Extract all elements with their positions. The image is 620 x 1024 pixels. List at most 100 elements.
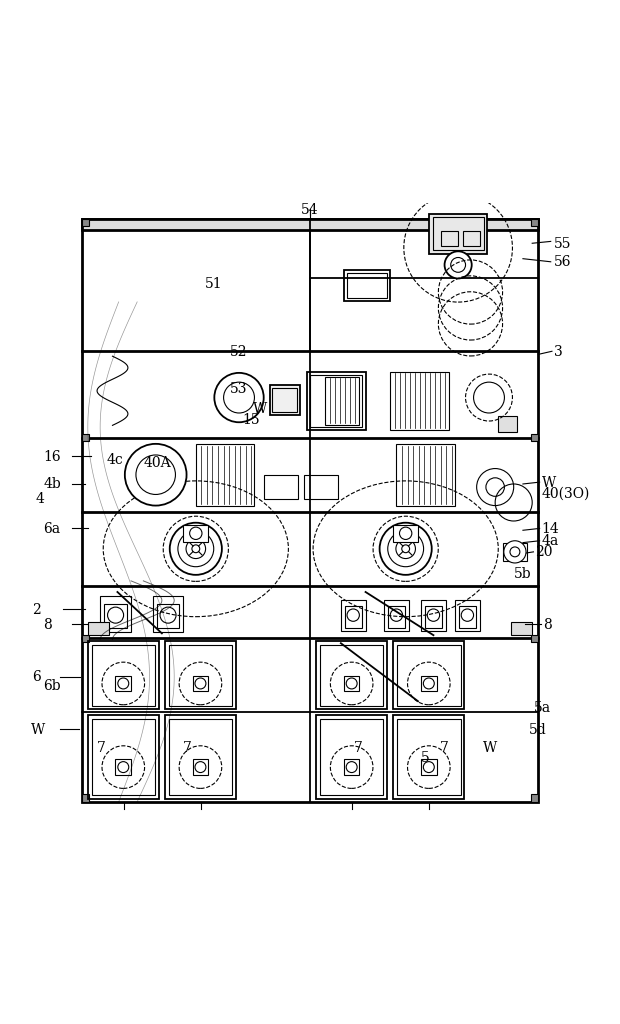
Bar bbox=[82, 795, 89, 802]
Circle shape bbox=[399, 527, 412, 540]
Circle shape bbox=[186, 540, 206, 559]
Bar bbox=[393, 716, 464, 799]
Bar bbox=[157, 604, 179, 629]
Bar bbox=[193, 676, 208, 691]
Bar bbox=[82, 219, 89, 226]
Bar bbox=[310, 375, 363, 427]
Bar bbox=[390, 372, 449, 430]
Bar bbox=[82, 635, 89, 642]
Bar bbox=[92, 645, 155, 706]
Bar bbox=[463, 231, 480, 247]
Bar bbox=[421, 676, 436, 691]
Bar bbox=[347, 273, 387, 298]
Text: 7: 7 bbox=[440, 740, 449, 755]
Bar bbox=[307, 372, 366, 430]
Bar bbox=[184, 525, 208, 542]
Text: 14: 14 bbox=[541, 521, 559, 536]
Text: 3: 3 bbox=[554, 345, 562, 358]
Bar bbox=[316, 716, 387, 799]
Circle shape bbox=[396, 540, 415, 559]
Bar bbox=[82, 219, 538, 802]
Circle shape bbox=[118, 762, 129, 773]
Bar bbox=[304, 475, 338, 500]
Bar bbox=[104, 604, 126, 629]
Bar bbox=[115, 760, 131, 775]
Text: 54: 54 bbox=[301, 203, 319, 217]
Text: 8: 8 bbox=[543, 617, 552, 631]
Text: 40(3O): 40(3O) bbox=[541, 486, 590, 501]
Circle shape bbox=[195, 762, 206, 773]
Text: W: W bbox=[541, 475, 556, 489]
Bar bbox=[193, 760, 208, 775]
Text: 6a: 6a bbox=[43, 521, 61, 536]
Text: 51: 51 bbox=[205, 276, 223, 291]
Bar bbox=[326, 377, 360, 426]
Bar bbox=[270, 385, 299, 415]
Bar bbox=[88, 622, 109, 635]
Text: 7: 7 bbox=[353, 740, 363, 755]
Text: W: W bbox=[253, 401, 267, 416]
Text: 53: 53 bbox=[230, 382, 247, 395]
Circle shape bbox=[170, 523, 222, 575]
Bar bbox=[344, 270, 390, 301]
Text: 55: 55 bbox=[554, 237, 571, 251]
Bar bbox=[100, 597, 131, 632]
Text: 2: 2 bbox=[32, 602, 41, 616]
Text: 40A: 40A bbox=[143, 456, 171, 470]
Bar bbox=[393, 642, 464, 710]
Circle shape bbox=[346, 762, 357, 773]
Bar bbox=[196, 444, 254, 506]
Bar bbox=[511, 622, 532, 635]
Text: 6: 6 bbox=[32, 670, 41, 684]
Bar bbox=[169, 719, 232, 796]
Bar bbox=[82, 219, 538, 230]
Circle shape bbox=[388, 531, 423, 567]
Circle shape bbox=[504, 541, 526, 563]
Bar bbox=[455, 600, 480, 631]
Bar bbox=[459, 606, 476, 628]
Text: 4c: 4c bbox=[106, 453, 123, 467]
Bar bbox=[396, 444, 455, 506]
Text: 4a: 4a bbox=[541, 534, 559, 548]
Circle shape bbox=[346, 678, 357, 689]
Bar bbox=[441, 231, 458, 247]
Circle shape bbox=[118, 678, 129, 689]
Bar bbox=[92, 719, 155, 796]
Bar bbox=[320, 645, 383, 706]
Bar bbox=[531, 434, 538, 441]
Bar bbox=[421, 760, 436, 775]
Text: 5d: 5d bbox=[529, 722, 547, 736]
Text: 16: 16 bbox=[43, 450, 61, 464]
Bar bbox=[88, 716, 159, 799]
Circle shape bbox=[445, 252, 472, 279]
Text: 7: 7 bbox=[97, 740, 106, 755]
Text: W: W bbox=[31, 722, 45, 736]
Text: 20: 20 bbox=[535, 545, 553, 559]
Text: 52: 52 bbox=[230, 345, 247, 358]
Bar bbox=[341, 600, 366, 631]
Bar bbox=[88, 642, 159, 710]
Text: 5: 5 bbox=[421, 751, 430, 765]
Circle shape bbox=[190, 527, 202, 540]
Bar bbox=[82, 434, 89, 441]
Bar bbox=[345, 606, 362, 628]
Bar bbox=[165, 716, 236, 799]
Text: 6b: 6b bbox=[43, 679, 61, 693]
Bar bbox=[344, 760, 360, 775]
Bar bbox=[429, 214, 487, 254]
Bar bbox=[421, 600, 446, 631]
Bar bbox=[344, 676, 360, 691]
Circle shape bbox=[125, 444, 187, 506]
Circle shape bbox=[192, 545, 200, 553]
Bar bbox=[153, 597, 184, 632]
Text: 5a: 5a bbox=[533, 700, 551, 715]
Bar bbox=[316, 642, 387, 710]
Circle shape bbox=[178, 531, 214, 567]
Bar bbox=[425, 606, 442, 628]
Bar bbox=[498, 417, 516, 432]
Bar bbox=[393, 525, 418, 542]
Text: 4b: 4b bbox=[43, 477, 61, 492]
Bar bbox=[165, 642, 236, 710]
Circle shape bbox=[195, 678, 206, 689]
Text: W: W bbox=[483, 740, 497, 755]
